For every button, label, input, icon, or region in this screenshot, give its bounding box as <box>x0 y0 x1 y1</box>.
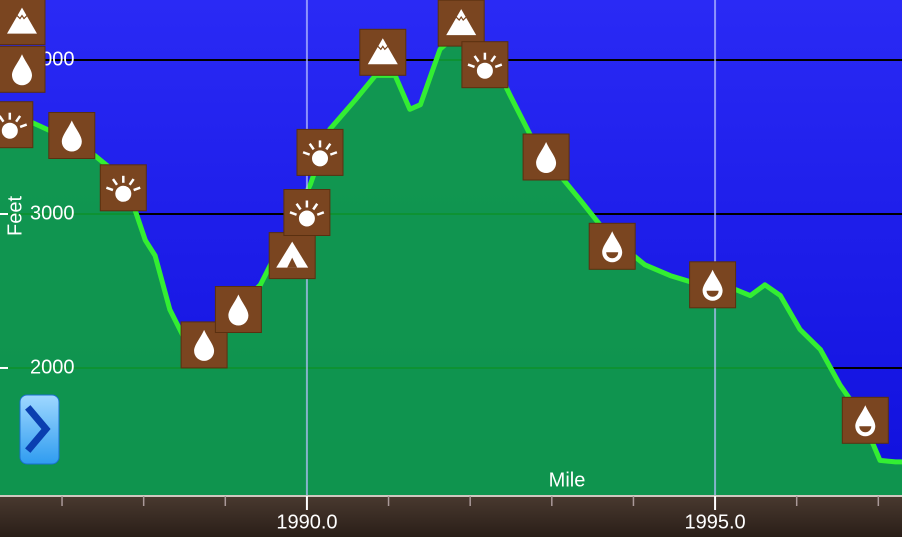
x-axis-title: Mile <box>549 469 586 491</box>
snow-line <box>455 16 467 22</box>
sun-glyph <box>115 185 132 202</box>
snow-line <box>377 45 389 51</box>
summit-glyph <box>7 7 37 34</box>
sun-ray <box>295 203 302 211</box>
sun-ray <box>329 151 338 156</box>
chevron-icon <box>25 405 51 453</box>
sun-ray <box>316 211 325 216</box>
waypoint-icon <box>268 232 316 280</box>
spring-inner <box>606 252 619 259</box>
elevation-area <box>0 35 902 496</box>
waypoint-icon <box>437 0 485 47</box>
sun-ray <box>325 142 332 151</box>
sun-glyph <box>312 150 328 167</box>
sun-glyph <box>298 210 315 227</box>
x-tick-label: 1995.0 <box>684 511 745 533</box>
expand-button-bg[interactable] <box>19 394 60 465</box>
tent-glyph <box>276 241 309 268</box>
water-glyph <box>228 294 249 326</box>
sun-ray <box>15 115 22 123</box>
water-glyph <box>536 142 557 173</box>
water-glyph <box>61 120 82 152</box>
sun-ray <box>19 123 28 129</box>
waypoint-icon <box>48 112 96 159</box>
x-tick-label: 1990.0 <box>276 511 337 533</box>
sun-ray <box>111 178 119 186</box>
waypoint-icon <box>180 321 228 369</box>
waypoint-icon <box>359 28 407 76</box>
waypoint-icon <box>283 189 331 236</box>
sun-glyph <box>1 122 18 139</box>
sun-ray <box>0 115 5 123</box>
tent-door <box>287 257 298 268</box>
summit-glyph <box>446 9 477 36</box>
y-tick-label: 3000 <box>30 202 75 224</box>
spring-inner <box>859 426 872 433</box>
waypoint-icon <box>99 164 147 212</box>
waypoint-icon <box>214 286 262 333</box>
waypoint-icon <box>522 133 570 181</box>
sun-ray <box>302 151 311 156</box>
waypoint-icon <box>461 41 509 89</box>
waypoint-icon <box>296 128 344 176</box>
sun-ray <box>494 63 503 69</box>
sun-ray <box>473 55 480 63</box>
water-glyph <box>12 54 32 86</box>
sun-ray <box>105 186 114 192</box>
snow-line <box>16 14 28 20</box>
x-axis-band <box>0 495 902 537</box>
summit-glyph <box>367 38 398 65</box>
waypoint-icon <box>588 222 636 270</box>
water-glyph <box>194 329 215 361</box>
expand-button[interactable] <box>19 394 60 465</box>
spring-inner <box>706 290 719 297</box>
sun-glyph <box>476 62 493 79</box>
waypoint-icon <box>841 396 889 444</box>
sun-ray <box>312 203 319 211</box>
sun-ray <box>308 142 315 151</box>
waypoint-icon <box>0 101 34 149</box>
waypoint-icon <box>689 261 737 309</box>
waypoint-icon <box>0 0 46 46</box>
sun-ray <box>133 186 141 192</box>
y-axis-title: Feet <box>4 196 26 236</box>
waypoint-icon <box>0 45 46 93</box>
sun-ray <box>289 211 297 216</box>
sun-ray <box>128 178 135 186</box>
y-tick-label: 2000 <box>30 356 75 378</box>
sun-ray <box>490 55 497 63</box>
sun-ray <box>467 63 475 69</box>
